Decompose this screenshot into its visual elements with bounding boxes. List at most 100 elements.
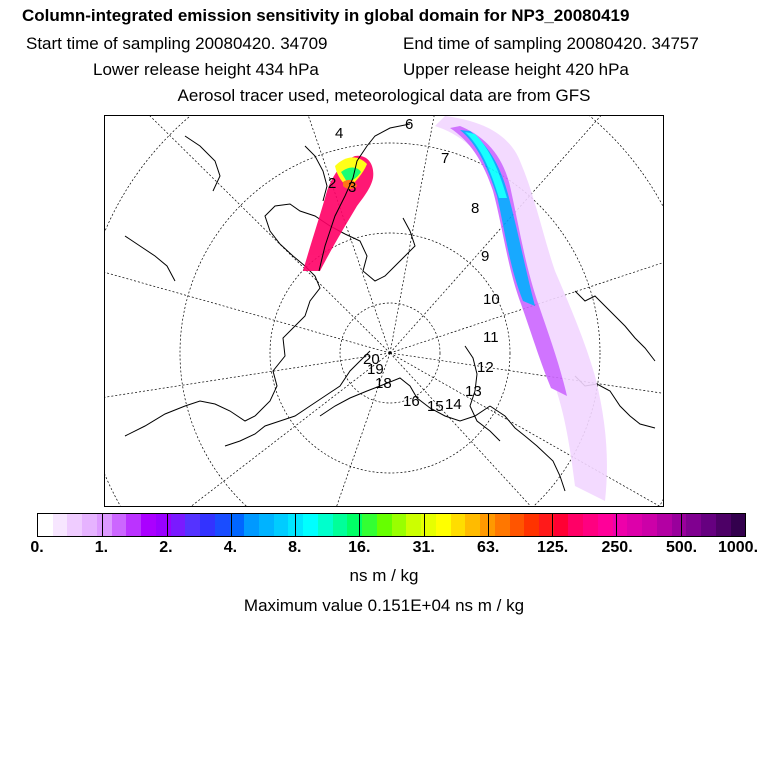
emission-plume: [303, 116, 607, 501]
plume-mid: [450, 126, 567, 396]
colorbar-divider: [230, 514, 232, 536]
colorbar-tick-label: 2.: [159, 539, 173, 556]
colorbar-swatch: [480, 514, 495, 536]
trajectory-label-3: 3: [348, 179, 356, 196]
colorbar-divider: [552, 514, 554, 536]
colorbar-divider: [166, 514, 168, 536]
meridian: [105, 272, 391, 354]
plume-core: [460, 130, 535, 306]
colorbar-swatch: [553, 514, 569, 536]
colorbar: [37, 513, 746, 537]
colorbar-swatch: [524, 514, 539, 536]
latitude-circle-70: [269, 232, 511, 474]
colorbar-swatch: [435, 514, 451, 536]
baffin-coast: [344, 217, 416, 282]
trajectory-labels: 4 6 7 2 3 8 9 10 11 12 13 14 15 16 18 19…: [328, 116, 500, 415]
colorbar-divider: [295, 514, 297, 536]
colorbar-swatch: [583, 514, 598, 536]
labrador-coast: [304, 145, 328, 202]
colorbar-swatch: [391, 514, 407, 536]
colorbar-swatch: [465, 514, 481, 536]
colorbar-swatch: [597, 514, 613, 536]
trajectory-label-4: 4: [335, 125, 343, 142]
trajectory-label-6: 6: [405, 116, 413, 133]
meridian: [105, 352, 391, 398]
colorbar-swatch: [52, 514, 68, 536]
east-asia-coast: [574, 290, 656, 362]
colorbar-divider: [102, 514, 104, 536]
colorbar-swatch: [273, 514, 289, 536]
meridian: [190, 352, 391, 506]
colorbar-swatch: [332, 514, 348, 536]
colorbar-swatch: [715, 514, 731, 536]
trajectory-label-10: 10: [483, 291, 500, 308]
meridian: [389, 352, 660, 506]
colorbar-tick-label: 250.: [601, 539, 633, 556]
colorbar-swatch: [259, 514, 274, 536]
colorbar-tick-label: 1000.: [717, 539, 759, 556]
colorbar-divider: [423, 514, 425, 536]
graticule: [105, 116, 663, 506]
colorbar-swatch: [612, 514, 628, 536]
meridian: [389, 116, 602, 354]
colorbar-divider: [616, 514, 618, 536]
colorbar-swatch: [214, 514, 230, 536]
colorbar-swatch: [627, 514, 643, 536]
colorbar-swatch: [185, 514, 201, 536]
colorbar-swatch: [642, 514, 657, 536]
colorbar-swatch: [244, 514, 260, 536]
alaska-canada-coast: [319, 377, 491, 422]
colorbar-swatch: [701, 514, 716, 536]
end-time-label: End time of sampling 20080420. 34757: [403, 34, 699, 53]
colorbar-swatch: [686, 514, 702, 536]
colorbar-divider: [359, 514, 361, 536]
colorbar-tick-label: 4.: [223, 539, 238, 556]
colorbar-swatch: [317, 514, 333, 536]
trajectory-label-12: 12: [477, 359, 494, 376]
meridian: [389, 352, 531, 506]
colorbar-swatch: [568, 514, 584, 536]
colorbar-swatch: [303, 514, 318, 536]
colorbar-swatch: [450, 514, 466, 536]
chart-title: Column-integrated emission sensitivity i…: [22, 6, 630, 25]
colorbar-swatch: [82, 514, 97, 536]
colorbar-swatch: [347, 514, 363, 536]
colorbar-swatch: [671, 514, 687, 536]
arctic-coast-east: [224, 350, 371, 447]
trajectory-path: [318, 123, 411, 272]
colorbar-divider: [487, 514, 489, 536]
colorbar-swatch: [170, 514, 186, 536]
trajectory-label-9: 9: [481, 248, 489, 265]
colorbar-swatch: [229, 514, 245, 536]
colorbar-swatch: [362, 514, 377, 536]
colorbar-tick-label: 31.: [412, 539, 435, 556]
trajectory-label-11: 11: [483, 329, 499, 346]
colorbar-swatch: [509, 514, 525, 536]
colorbar-swatch: [111, 514, 127, 536]
colorbar-tick-label: 8.: [288, 539, 302, 556]
aerosol-note: Aerosol tracer used, meteorological data…: [177, 86, 591, 105]
colorbar-tick-label: 16.: [348, 539, 371, 556]
colorbar-tick-label: 63.: [477, 539, 500, 556]
lower-release-height-label: Lower release height 434 hPa: [93, 60, 319, 79]
russia-coast: [124, 235, 176, 282]
colorbar-swatch: [376, 514, 392, 536]
polar-map: 4 6 7 2 3 8 9 10 11 12 13 14 15 16 18 19…: [105, 116, 663, 506]
colorbar-swatch: [200, 514, 215, 536]
source-hotspot-green: [341, 167, 361, 182]
trajectory-label-15: 15: [427, 398, 444, 415]
trajectory: [318, 123, 411, 272]
colorbar-tick-label: 500.: [665, 539, 698, 556]
colorbar-units: ns m / kg: [349, 566, 419, 585]
meridian: [389, 116, 435, 354]
meridian: [149, 116, 391, 354]
meridian: [308, 116, 391, 354]
siberia-coast: [124, 400, 256, 437]
colorbar-swatch: [421, 514, 436, 536]
trajectory-label-2: 2: [328, 175, 336, 192]
colorbar-swatch: [406, 514, 422, 536]
trajectory-label-13: 13: [465, 383, 482, 400]
colorbar-swatch: [155, 514, 171, 536]
colorbar-tick-label: 0.: [30, 539, 44, 556]
colorbar-swatch: [656, 514, 672, 536]
